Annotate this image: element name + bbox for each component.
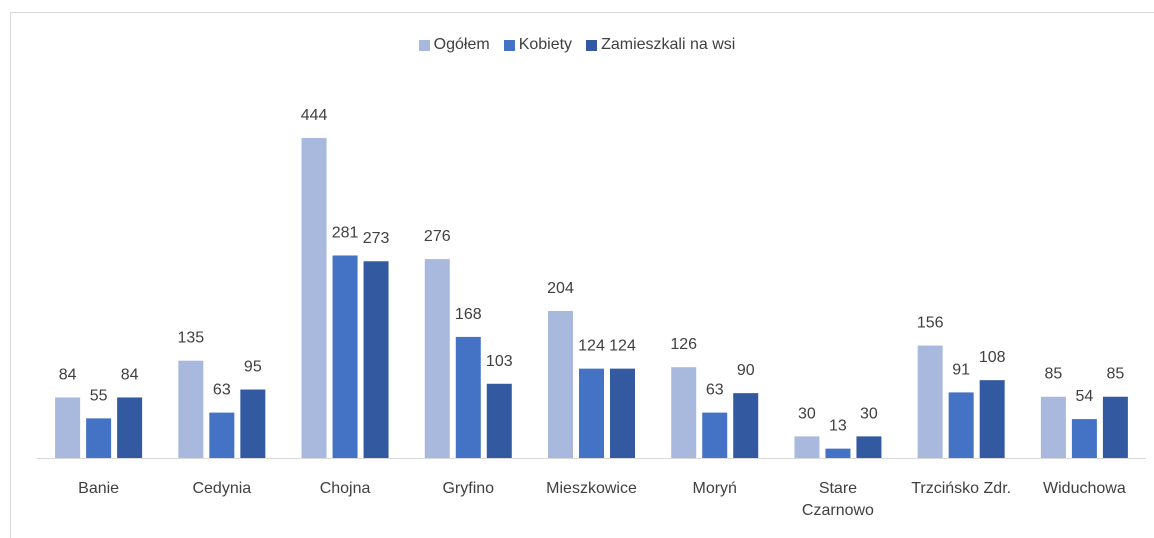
x-tick-label: Gryfino [442, 480, 495, 497]
legend-item: Ogółem [418, 36, 490, 54]
x-tick-label: Widuchowa [1043, 480, 1126, 497]
data-label: 124 [609, 338, 636, 355]
x-tick-label: Moryń [692, 480, 737, 497]
data-label: 84 [121, 366, 139, 383]
legend: Ogółem Kobiety Zamieszkali na wsi [0, 36, 1154, 54]
data-label: 156 [917, 315, 944, 332]
data-label: 273 [363, 230, 390, 247]
x-tick-label: Chojna [319, 480, 371, 497]
bar [301, 138, 327, 458]
data-label: 85 [1044, 366, 1062, 383]
data-label: 124 [578, 338, 605, 355]
bar [1071, 419, 1097, 458]
chart-border [10, 12, 1154, 538]
bar [455, 336, 481, 458]
data-label: 168 [455, 306, 482, 323]
bar [486, 383, 512, 458]
data-label: 54 [1075, 388, 1093, 405]
bar [424, 259, 450, 458]
bar [579, 368, 604, 458]
legend-swatch [503, 39, 515, 51]
data-label: 276 [424, 228, 451, 245]
data-label: 91 [952, 361, 970, 378]
data-label: 85 [1106, 366, 1124, 383]
bar [856, 436, 882, 458]
x-tick-label: Banie [78, 480, 120, 497]
bar [240, 389, 266, 458]
legend-item: Kobiety [503, 36, 573, 54]
x-tick-label: Stare Czarnowo [801, 480, 874, 519]
data-label: 108 [979, 349, 1006, 366]
legend-label: Zamieszkali na wsi [601, 36, 736, 53]
data-label: 95 [244, 359, 262, 376]
bar [610, 368, 635, 458]
data-label: 204 [547, 280, 574, 297]
bar [948, 392, 974, 458]
bar [733, 393, 759, 458]
x-tick-label: Trzcińsko Zdr. [911, 480, 1012, 497]
x-tick-label: Mieszkowice [546, 480, 637, 497]
data-label: 63 [213, 382, 231, 399]
bar [548, 310, 573, 458]
data-label: 281 [332, 224, 359, 241]
data-label: 63 [706, 382, 724, 399]
bar [332, 255, 358, 458]
legend-item: Zamieszkali na wsi [586, 36, 735, 54]
data-label: 55 [90, 387, 108, 404]
data-label: 126 [670, 336, 697, 353]
bar [209, 412, 235, 458]
x-tick-label: Cedynia [192, 480, 252, 497]
data-label: 444 [301, 107, 328, 124]
bar [917, 345, 943, 458]
bar [1102, 396, 1128, 458]
legend-swatch [418, 39, 430, 51]
bar [178, 360, 204, 458]
bar [1040, 396, 1066, 458]
legend-label: Ogółem [433, 36, 490, 53]
data-label: 30 [860, 405, 878, 422]
legend-label: Kobiety [518, 36, 573, 53]
legend-swatch [586, 39, 598, 51]
data-label: 90 [737, 362, 755, 379]
bar [86, 418, 112, 458]
bar [702, 412, 728, 458]
data-label: 103 [486, 353, 513, 370]
bar [55, 397, 81, 458]
data-label: 135 [177, 330, 204, 347]
data-label: 84 [59, 366, 77, 383]
bar [117, 397, 143, 458]
bar [979, 380, 1005, 458]
bar [794, 436, 820, 458]
bar [671, 367, 697, 458]
bar [363, 261, 389, 458]
data-label: 13 [829, 418, 847, 435]
bar [825, 448, 851, 458]
data-label: 30 [798, 405, 816, 422]
